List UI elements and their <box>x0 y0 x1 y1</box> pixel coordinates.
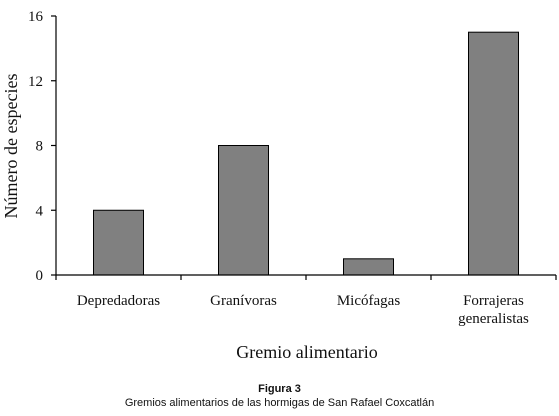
x-ticks-group <box>55 275 557 280</box>
y-tick-label: 0 <box>36 268 44 284</box>
y-tick-label: 4 <box>36 203 44 219</box>
y-ticks-group: 0 4 8 12 16 <box>28 9 56 284</box>
bar <box>343 258 394 276</box>
y-tick-label: 8 <box>36 139 44 155</box>
x-category-labels: Depredadoras Granívoras Micófagas Forrajera… <box>77 293 529 327</box>
y-tick-label: 16 <box>28 9 44 25</box>
y-axis-title: Número de especies <box>1 74 21 219</box>
x-category-label: Depredadoras <box>77 293 160 309</box>
y-tick-label: 12 <box>28 74 43 90</box>
x-category-label: Granívoras <box>210 293 277 309</box>
x-category-label: Forrajeras generalistas <box>458 293 529 327</box>
bar <box>218 145 269 276</box>
bars-group <box>93 31 519 276</box>
x-category-label: Micófagas <box>337 293 400 309</box>
bar <box>93 209 144 276</box>
figure-caption: Gremios alimentarios de las hormigas de … <box>124 397 435 409</box>
bar <box>468 31 519 276</box>
x-axis-title: Gremio alimentario <box>236 342 377 362</box>
figure-label: Figura 3 <box>258 383 301 395</box>
bar-chart: 0 4 8 12 16 Depredadoras Granívoras Micófagas F… <box>1 9 557 362</box>
